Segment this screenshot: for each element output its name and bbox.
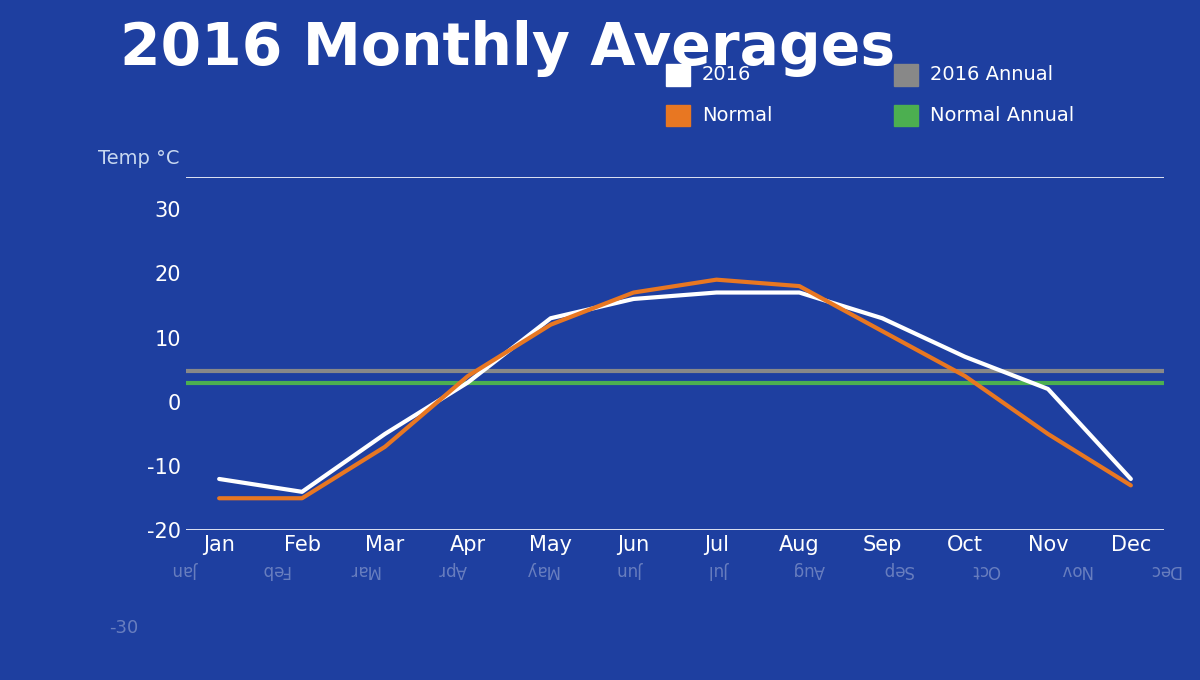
- Text: Temp °C: Temp °C: [98, 148, 180, 167]
- Text: Jun: Jun: [618, 561, 643, 579]
- Text: Apr: Apr: [438, 561, 467, 579]
- Text: Nov: Nov: [1058, 561, 1091, 579]
- Text: Sep: Sep: [882, 561, 913, 579]
- Text: 2016 Monthly Averages: 2016 Monthly Averages: [120, 20, 895, 78]
- Text: 2016 Annual: 2016 Annual: [930, 65, 1054, 84]
- Text: Oct: Oct: [972, 561, 1001, 579]
- Text: Normal: Normal: [702, 106, 773, 125]
- Text: 2016: 2016: [702, 65, 751, 84]
- Text: -30: -30: [109, 619, 138, 636]
- Text: Aug: Aug: [792, 561, 824, 579]
- Text: Jul: Jul: [709, 561, 730, 579]
- Text: Feb: Feb: [260, 561, 289, 579]
- Text: Normal Annual: Normal Annual: [930, 106, 1074, 125]
- Text: Jan: Jan: [173, 561, 199, 579]
- Text: Mar: Mar: [348, 561, 379, 579]
- Text: Dec: Dec: [1148, 561, 1180, 579]
- Text: May: May: [524, 561, 559, 579]
